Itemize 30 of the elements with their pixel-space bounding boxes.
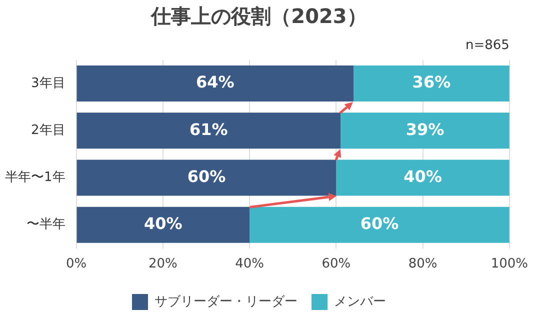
- data-label: 60%: [187, 166, 226, 186]
- x-tick-label: 20%: [148, 256, 178, 272]
- bar: [250, 206, 510, 243]
- x-tick-label: 40%: [235, 256, 264, 272]
- data-label: 40%: [404, 166, 442, 186]
- bar: [340, 112, 510, 149]
- text: n=865: [465, 38, 510, 53]
- bar: [76, 66, 354, 102]
- data-label: 40%: [144, 214, 182, 234]
- bar: [76, 206, 250, 243]
- data-label: 61%: [189, 120, 228, 139]
- data-label: 64%: [196, 72, 234, 92]
- legend-label: サブリーダー・リーダー: [154, 294, 298, 310]
- y-tick-label: 2年目: [30, 123, 66, 138]
- x-tick-label: 0%: [66, 256, 87, 272]
- bar: [76, 112, 340, 149]
- x-tick-label: 60%: [322, 256, 351, 272]
- y-tick-label: 3年目: [30, 76, 66, 91]
- bar: [336, 160, 510, 196]
- legend-label: メンバー: [334, 294, 386, 310]
- y-tick-label: 半年〜1年: [4, 170, 66, 186]
- chart-title: 仕事上の役割（2023）: [150, 4, 367, 28]
- x-tick-label: 100%: [490, 256, 528, 272]
- bar: [353, 66, 510, 102]
- data-label: 39%: [406, 120, 444, 139]
- y-tick-label: 〜半年: [26, 217, 66, 232]
- x-tick-label: 80%: [408, 256, 438, 272]
- data-label: 36%: [412, 72, 451, 92]
- data-label: 60%: [360, 214, 399, 234]
- bar: [76, 160, 336, 196]
